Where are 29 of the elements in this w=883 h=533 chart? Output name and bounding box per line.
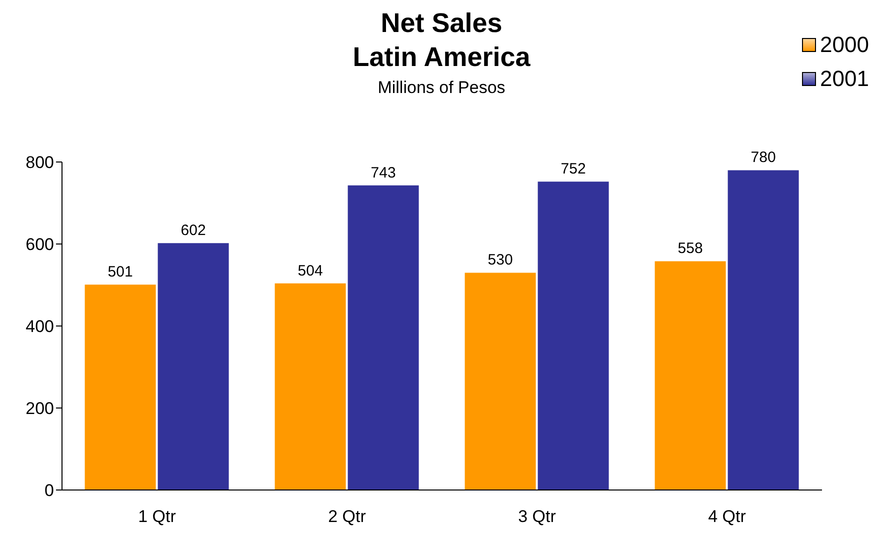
x-tick-label: 2 Qtr [328, 507, 366, 526]
bar [538, 182, 609, 490]
data-label: 504 [298, 262, 323, 280]
x-tick-label: 4 Qtr [708, 507, 746, 526]
data-label: 501 [108, 264, 133, 281]
data-label: 558 [678, 240, 703, 258]
data-label: 530 [488, 252, 513, 269]
y-tick-label: 0 [44, 481, 54, 500]
bar [84, 284, 156, 490]
bar [464, 272, 536, 490]
y-tick-label: 600 [26, 235, 54, 254]
bar [158, 243, 229, 490]
bar [728, 170, 799, 490]
y-tick-label: 200 [26, 399, 54, 418]
bar [654, 261, 726, 490]
x-tick-label: 3 Qtr [518, 507, 556, 526]
y-tick-label: 800 [26, 153, 54, 172]
data-label: 780 [750, 149, 776, 166]
legend-label: 2001 [820, 66, 869, 92]
bar [274, 283, 346, 490]
legend-label: 2000 [820, 32, 869, 58]
data-label: 752 [560, 160, 586, 178]
y-tick-label: 400 [26, 317, 54, 336]
chart-subtitle: Millions of Pesos [378, 78, 506, 97]
x-tick-label: 1 Qtr [138, 507, 176, 526]
bar [348, 185, 419, 490]
chart-title: Net Sales Latin America [352, 8, 530, 72]
data-label: 743 [370, 164, 396, 182]
data-label: 602 [180, 222, 206, 240]
